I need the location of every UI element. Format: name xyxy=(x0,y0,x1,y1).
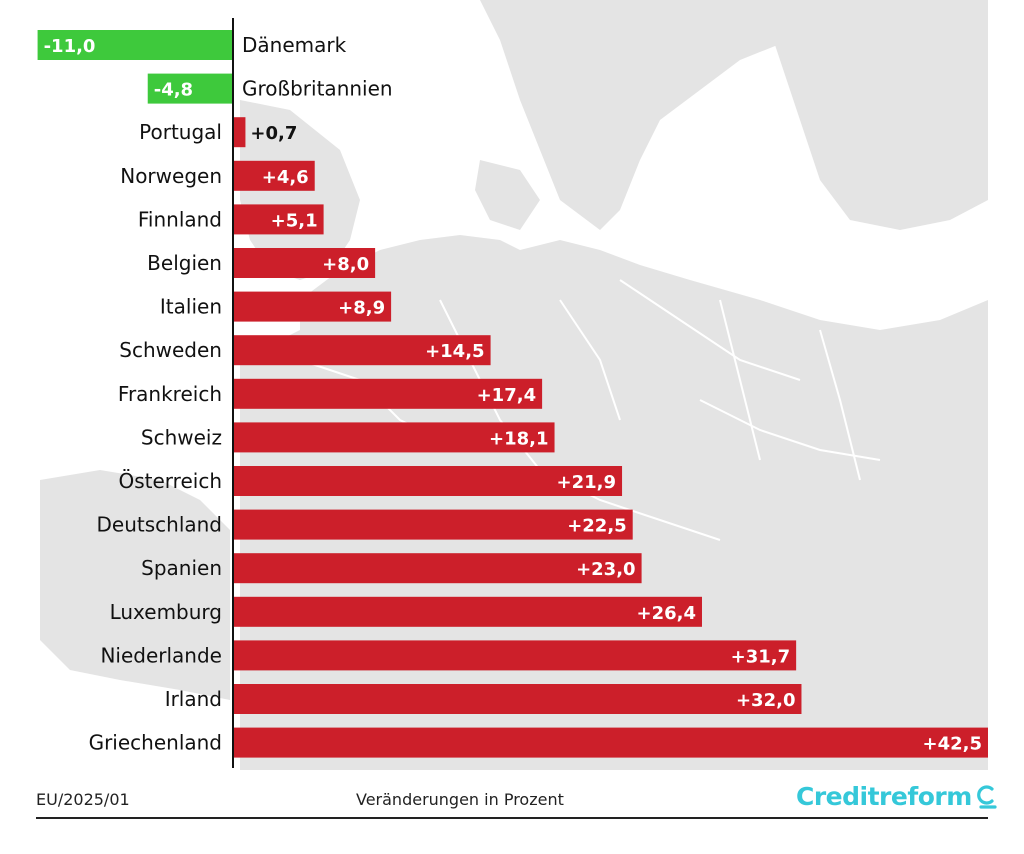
logo-wordmark: Creditreform xyxy=(796,782,972,811)
value-label: -11,0 xyxy=(44,36,96,57)
map-border-line xyxy=(719,299,761,461)
value-label: +26,4 xyxy=(636,603,696,624)
bars xyxy=(37,30,988,758)
category-label: Deutschland xyxy=(97,513,223,537)
bar xyxy=(233,466,623,496)
bar xyxy=(233,596,702,627)
bar xyxy=(233,378,543,409)
category-label: Niederlande xyxy=(100,643,222,667)
bar xyxy=(233,248,376,278)
category-label: Spanien xyxy=(141,556,222,580)
map-land-shape xyxy=(830,540,988,710)
map-land-shape xyxy=(240,460,340,640)
value-label: +22,5 xyxy=(567,516,627,537)
category-label: Griechenland xyxy=(89,731,222,755)
category-label: Schweiz xyxy=(141,425,222,449)
map-border-line xyxy=(559,299,621,421)
value-label: +5,1 xyxy=(271,210,318,231)
value-label: -4,8 xyxy=(154,80,193,101)
value-label: +32,0 xyxy=(736,690,796,711)
bar xyxy=(233,509,633,540)
map-land-shape xyxy=(40,470,230,700)
bar xyxy=(233,204,324,235)
footer-rule xyxy=(36,817,988,819)
category-label: Finnland xyxy=(138,207,222,231)
map-border-line xyxy=(619,279,801,381)
category-label: Schweden xyxy=(119,338,222,362)
map-land-shape xyxy=(240,235,988,770)
map-border-line xyxy=(819,329,861,481)
bar xyxy=(233,422,555,453)
value-label: +42,5 xyxy=(923,734,983,755)
category-label: Norwegen xyxy=(120,164,222,188)
category-label: Großbritannien xyxy=(242,77,393,101)
map-border-line xyxy=(699,399,881,461)
value-label: +18,1 xyxy=(489,428,549,449)
map-land-shape xyxy=(480,0,840,230)
bar xyxy=(233,335,491,366)
category-label: Luxemburg xyxy=(110,600,222,624)
value-label: +31,7 xyxy=(731,646,791,667)
value-label: +14,5 xyxy=(425,341,485,362)
map-land-shape xyxy=(475,160,540,230)
creditreform-logo: Creditreform xyxy=(796,782,998,811)
value-label: +17,4 xyxy=(477,385,537,406)
category-label: Portugal xyxy=(139,120,222,144)
category-label: Frankreich xyxy=(118,382,222,406)
category-label: Irland xyxy=(165,687,222,711)
europe-map-background xyxy=(40,0,988,770)
category-label: Dänemark xyxy=(242,33,347,57)
labels: Dänemark -11,0 Großbritannien -4,8 Portugal +… xyxy=(44,33,982,755)
value-label: +0,7 xyxy=(250,123,297,144)
category-label: Italien xyxy=(160,295,222,319)
bar xyxy=(233,117,246,148)
footer-code: EU/2025/01 xyxy=(36,790,130,809)
category-label: Österreich xyxy=(119,469,223,493)
logo-mark-icon xyxy=(976,784,997,809)
value-label: +4,6 xyxy=(262,167,309,188)
bar xyxy=(233,727,988,758)
bar xyxy=(233,291,392,322)
bar xyxy=(147,73,233,104)
bar xyxy=(233,684,802,714)
bar xyxy=(233,160,315,191)
value-label: +8,0 xyxy=(322,254,369,275)
map-land-shape xyxy=(640,470,820,680)
category-label: Belgien xyxy=(147,251,222,275)
value-label: +8,9 xyxy=(338,298,385,319)
bar xyxy=(233,640,797,671)
value-label: +21,9 xyxy=(557,472,617,493)
map-land-shape xyxy=(760,0,988,230)
bar xyxy=(233,553,642,584)
footer-caption: Veränderungen in Prozent xyxy=(356,790,564,809)
bar xyxy=(37,30,234,60)
value-label: +23,0 xyxy=(576,559,636,580)
